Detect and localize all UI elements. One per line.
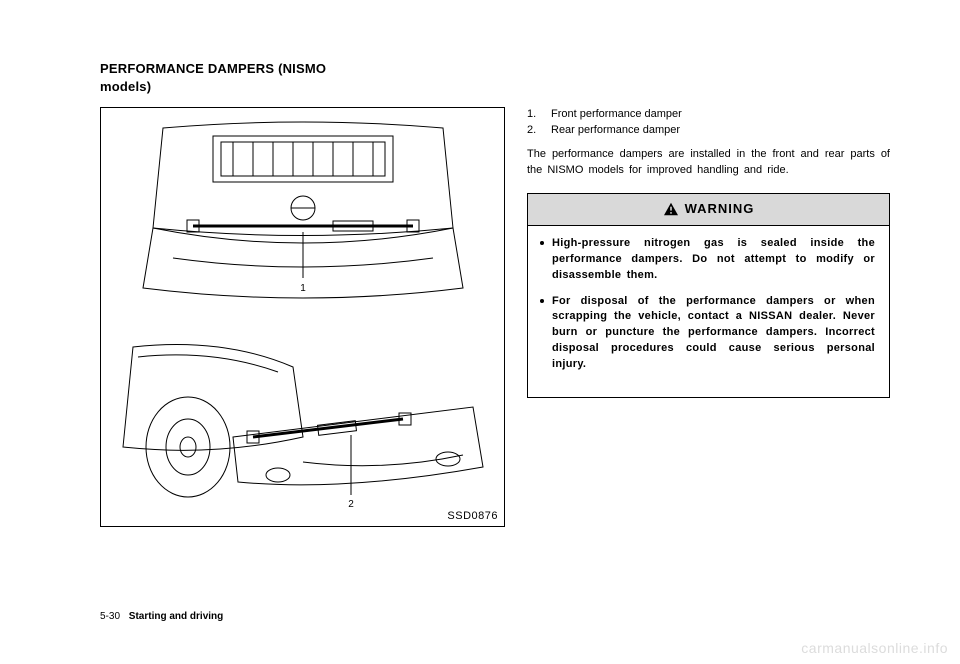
warning-box: WARNING High-pressure nitrogen gas is se… bbox=[527, 193, 890, 398]
section-name: Starting and driving bbox=[129, 611, 223, 622]
legend-item: 2. Rear performance damper bbox=[527, 123, 890, 139]
warning-item: High-pressure nitrogen gas is sealed ins… bbox=[552, 236, 875, 284]
callout-1: 1 bbox=[300, 283, 306, 294]
figure-front-damper: 1 bbox=[101, 108, 504, 317]
watermark: carmanualsonline.info bbox=[801, 640, 948, 656]
right-column: 1. Front performance damper 2. Rear perf… bbox=[527, 107, 890, 527]
warning-triangle-icon bbox=[663, 202, 679, 216]
figure-code: SSD0876 bbox=[447, 510, 498, 522]
manual-page: PERFORMANCE DAMPERS (NISMO models) bbox=[0, 0, 960, 664]
warning-title: WARNING bbox=[685, 200, 755, 219]
callout-2: 2 bbox=[348, 499, 354, 510]
page-footer: 5-30 Starting and driving bbox=[100, 611, 223, 622]
figure-legend: 1. Front performance damper 2. Rear perf… bbox=[527, 107, 890, 139]
page-number: 5-30 bbox=[100, 611, 120, 622]
legend-text: Front performance damper bbox=[551, 107, 682, 123]
page-heading: PERFORMANCE DAMPERS (NISMO models) bbox=[100, 60, 400, 95]
rear-damper-svg: 2 bbox=[103, 317, 503, 527]
figure-box: 1 bbox=[100, 107, 505, 527]
content-row: 1 bbox=[100, 107, 890, 527]
warning-header: WARNING bbox=[528, 194, 889, 226]
heading-line2: models) bbox=[100, 79, 151, 94]
legend-num: 2. bbox=[527, 123, 541, 139]
legend-item: 1. Front performance damper bbox=[527, 107, 890, 123]
legend-text: Rear performance damper bbox=[551, 123, 680, 139]
legend-num: 1. bbox=[527, 107, 541, 123]
heading-line1: PERFORMANCE DAMPERS (NISMO bbox=[100, 61, 326, 76]
figure-rear-damper: 2 bbox=[101, 317, 504, 526]
warning-item: For disposal of the performance dampers … bbox=[552, 294, 875, 374]
front-damper-svg: 1 bbox=[103, 108, 503, 318]
warning-body: High-pressure nitrogen gas is sealed ins… bbox=[528, 226, 889, 398]
body-paragraph: The performance dampers are installed in… bbox=[527, 147, 890, 179]
